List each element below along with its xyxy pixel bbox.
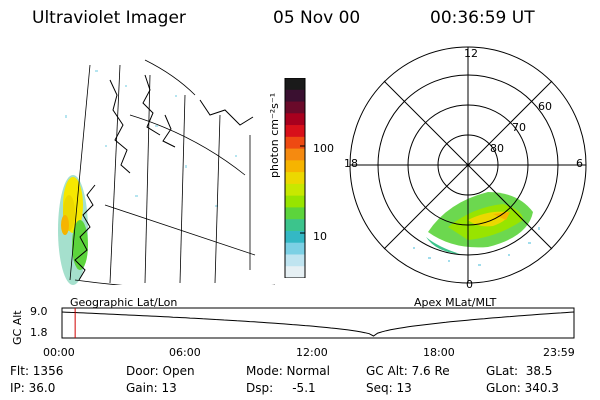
colorbar-segment: [285, 242, 305, 255]
mlt-label-18: 18: [344, 157, 358, 170]
geographic-label: Geographic Lat/Lon: [70, 296, 178, 309]
mlat-label-60: 60: [538, 100, 552, 113]
colorbar-unit-label: photon cm⁻²s⁻¹: [268, 93, 281, 178]
timeline-ytick-low: 1.8: [30, 326, 48, 339]
polar-grid: [349, 46, 587, 284]
colorbar-unit-text: photon cm⁻²s⁻¹: [268, 92, 281, 178]
mlt-label-12: 12: [464, 47, 478, 60]
colorbar-segment: [285, 136, 305, 150]
colorbar-segment: [285, 101, 305, 114]
colorbar-segment: [285, 266, 305, 278]
timeline-xtick-0: 00:00: [43, 346, 75, 359]
info-gc-alt: GC Alt: 7.6 Re: [366, 364, 450, 378]
geographic-map: [58, 59, 275, 285]
info-mode: Mode: Normal: [246, 364, 330, 378]
info-door: Door: Open: [126, 364, 195, 378]
instrument-title: Ultraviolet Imager: [32, 8, 186, 28]
polar-plot: [349, 46, 587, 284]
timeline-xtick-2: 12:00: [296, 346, 328, 359]
timeline-xtick-3: 18:00: [423, 346, 455, 359]
colorbar-segment: [285, 195, 305, 208]
colorbar-segment: [285, 219, 305, 232]
timeline-ytick-high: 9.0: [30, 305, 48, 318]
colorbar-segment: [285, 148, 305, 161]
header-date: 05 Nov 00: [273, 8, 361, 28]
info-flight: Flt: 1356: [10, 364, 64, 378]
colorbar-segment: [285, 254, 305, 267]
colorbar-segment: [285, 89, 305, 103]
info-seq: Seq: 13: [366, 381, 412, 395]
info-ip: IP: 36.0: [10, 381, 56, 395]
mlt-label-0: 0: [466, 278, 473, 291]
apex-label: Apex MLat/MLT: [414, 296, 497, 309]
lat-lon-grid: [69, 59, 275, 285]
colorbar-tick-100: 100: [313, 142, 334, 155]
mlat-label-70: 70: [512, 121, 526, 134]
timeline-plot: [61, 307, 575, 339]
timeline-xtick-4: 23:59: [543, 346, 575, 359]
colorbar-segment: [285, 125, 305, 138]
mlat-label-80: 80: [490, 142, 504, 155]
info-glon: GLon: 340.3: [486, 381, 559, 395]
colorbar-segment: [285, 172, 305, 185]
background-noise-speckles: [65, 70, 237, 207]
colorbar-segment: [285, 113, 305, 126]
colorbar-segment: [285, 78, 305, 91]
timeline-axis-label: GC Alt: [11, 310, 24, 345]
mlt-label-6: 6: [576, 157, 583, 170]
info-dsp: Dsp: -5.1: [246, 381, 316, 395]
info-gain: Gain: 13: [126, 381, 177, 395]
timeline-frame: [61, 307, 575, 339]
colorbar-segment: [285, 183, 305, 197]
altitude-curve: [61, 311, 575, 337]
colorbar: [284, 78, 306, 278]
colorbar-tick-10: 10: [313, 230, 327, 243]
colorbar-segment: [285, 160, 305, 173]
timeline-xtick-1: 06:00: [169, 346, 201, 359]
colorbar-segment: [285, 207, 305, 220]
info-glat: GLat: 38.5: [486, 364, 553, 378]
auroral-emission-region: [58, 175, 88, 285]
header-time: 00:36:59 UT: [430, 8, 535, 28]
colorbar-border: [284, 78, 306, 278]
colorbar-segment: [285, 230, 305, 244]
coastline: [74, 74, 254, 281]
